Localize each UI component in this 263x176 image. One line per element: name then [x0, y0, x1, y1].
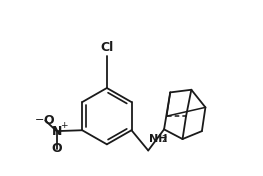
Text: N: N — [52, 125, 62, 138]
Text: NH: NH — [149, 134, 168, 143]
Text: O: O — [51, 142, 62, 155]
Text: +: + — [60, 121, 67, 130]
Text: 2: 2 — [161, 135, 166, 144]
Text: Cl: Cl — [100, 41, 114, 54]
Text: O: O — [43, 114, 54, 127]
Text: −: − — [35, 115, 44, 125]
